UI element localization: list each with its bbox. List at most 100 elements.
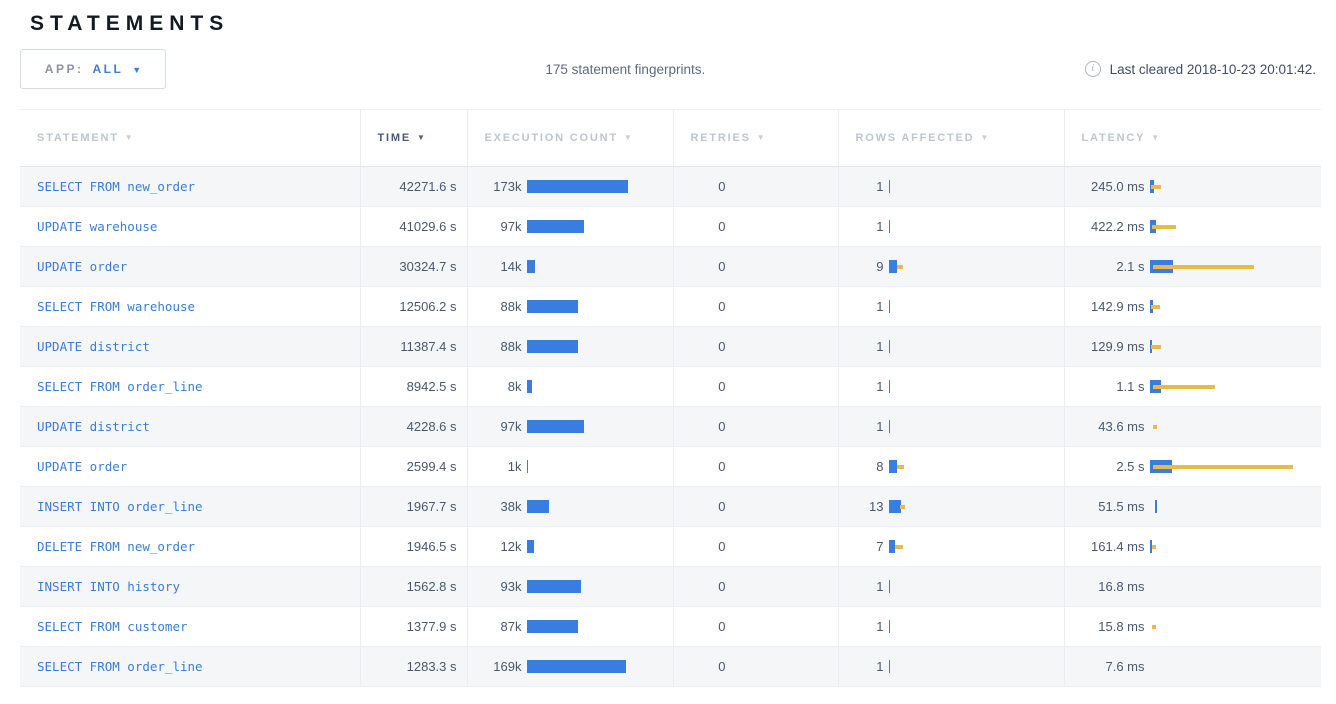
time-value: 12506.2 s [359,286,467,327]
statement-link[interactable]: INSERT INTO order_line [37,499,203,514]
info-icon[interactable]: i [1084,61,1101,77]
execution-count-bar [526,339,578,353]
rows-affected-stddev-bar [894,544,903,549]
execution-count-value: 88k [500,339,522,354]
rows-affected-bar-zone [888,579,1064,595]
column-header-latency[interactable]: LATENCY ▼ [1063,109,1321,167]
table-row: UPDATE warehouse 41029.6 s 97k 0 1 422.2 ms [20,206,1321,247]
column-header-statement[interactable]: STATEMENT ▼ [20,109,360,167]
page-title: STATEMENTS [30,12,230,35]
retries-value: 0 [718,419,726,434]
time-value: 1562.8 s [359,566,467,607]
latency-bar-zone [1149,259,1322,275]
execution-count-bar-zone [526,459,673,475]
retries-value: 0 [718,259,726,274]
latency-bar-zone [1150,419,1322,435]
execution-count-bar [526,219,584,233]
retries-bar-zone [731,339,838,355]
column-header-label: STATEMENT [37,132,119,144]
time-value: 1377.9 s [359,606,467,647]
retries-value: 0 [718,659,726,674]
statement-link[interactable]: UPDATE warehouse [37,219,158,234]
latency-value: 245.0 ms [1091,179,1145,194]
execution-count-bar-zone [526,379,673,395]
rows-affected-bar [888,179,890,193]
app-filter-dropdown[interactable]: APP: ALL ▼ [20,49,166,89]
rows-affected-value: 8 [876,459,884,474]
rows-affected-bar [888,499,901,513]
latency-bar-zone [1150,659,1322,675]
statement-link[interactable]: SELECT FROM order_line [37,659,203,674]
last-cleared-text: Last cleared 2018-10-23 20:01:42. [1109,61,1316,77]
time-value: 1946.5 s [359,526,467,567]
table-row: SELECT FROM order_line 1283.3 s 169k 0 1 7.6 … [20,646,1322,687]
rows-affected-bar-zone [888,299,1064,315]
latency-stddev-bar [1152,384,1215,389]
execution-count-value: 38k [500,499,522,514]
statement-link[interactable]: UPDATE order [37,259,128,274]
rows-affected-stddev-bar [899,504,905,509]
statement-link[interactable]: SELECT FROM customer [37,619,188,634]
latency-stddev-bar [1152,264,1254,269]
latency-value: 15.8 ms [1098,619,1145,634]
table-row: UPDATE district 4228.6 s 97k 0 1 43.6 ms [20,406,1322,447]
table-row: UPDATE district 11387.4 s 88k 0 1 129.9 ms [20,326,1322,367]
retries-value: 0 [718,459,726,474]
latency-bar-zone [1149,339,1322,355]
execution-count-value: 8k [507,379,522,394]
table-row: SELECT FROM warehouse 12506.2 s 88k 0 1 142.9… [20,286,1322,327]
retries-bar-zone [731,259,838,275]
execution-count-bar-zone [526,579,673,595]
rows-affected-value: 9 [876,259,884,274]
retries-bar-zone [731,539,838,555]
column-header-time[interactable]: TIME ▼ [359,109,467,167]
column-header-label: LATENCY [1081,132,1146,144]
rows-affected-stddev-bar [896,264,903,269]
statement-link[interactable]: SELECT FROM warehouse [37,299,196,314]
statement-link[interactable]: SELECT FROM order_line [37,379,203,394]
latency-bar-zone [1149,379,1322,395]
rows-affected-stddev-bar [896,464,904,469]
time-value: 41029.6 s [359,206,467,247]
statement-link[interactable]: UPDATE order [37,459,128,474]
rows-affected-bar [888,419,890,433]
rows-affected-bar-zone [888,419,1064,435]
retries-bar-zone [731,179,838,195]
column-header-rows-affected[interactable]: ROWS AFFECTED ▼ [837,109,1064,167]
latency-bar-zone [1149,179,1322,195]
latency-stddev-bar [1150,304,1160,309]
statement-link[interactable]: UPDATE district [37,339,150,354]
latency-bar-zone [1150,579,1322,595]
retries-value: 0 [718,499,726,514]
sort-desc-icon: ▼ [623,133,634,142]
statement-link[interactable]: INSERT INTO history [37,579,180,594]
execution-count-value: 88k [500,299,522,314]
execution-count-value: 1k [507,459,522,474]
latency-bar-zone [1149,539,1322,555]
retries-bar-zone [731,499,838,515]
table-row: SELECT FROM new_order 42271.6 s 173k 0 1 245.… [20,166,1322,207]
statement-link[interactable]: SELECT FROM new_order [37,179,196,194]
latency-bar-zone [1149,299,1322,315]
retries-bar-zone [731,219,838,235]
time-value: 11387.4 s [359,326,467,367]
statement-link[interactable]: DELETE FROM new_order [37,539,196,554]
rows-affected-value: 1 [876,619,884,634]
column-header-retries[interactable]: RETRIES ▼ [672,109,838,167]
latency-stddev-bar [1151,624,1156,629]
table-row: UPDATE order 2599.4 s 1k 0 8 2.5 s [20,446,1321,487]
rows-affected-bar [888,539,895,553]
column-header-execution-count[interactable]: EXECUTION COUNT ▼ [466,109,673,167]
retries-value: 0 [718,219,726,234]
execution-count-bar [526,179,628,193]
execution-count-bar [526,259,535,273]
rows-affected-bar [888,259,897,273]
statement-link[interactable]: UPDATE district [37,419,150,434]
time-value: 8942.5 s [359,366,467,407]
statements-table: STATEMENT ▼ TIME ▼ EXECUTION COUNT ▼ RETRIES ▼ R… [20,109,1321,687]
table-row: UPDATE order 30324.7 s 14k 0 9 2.1 s [20,246,1322,287]
statement-count: 175 statement fingerprints. [545,61,706,77]
latency-value: 2.1 s [1116,259,1145,274]
latency-stddev-bar [1150,184,1161,189]
time-value: 30324.7 s [359,246,467,287]
